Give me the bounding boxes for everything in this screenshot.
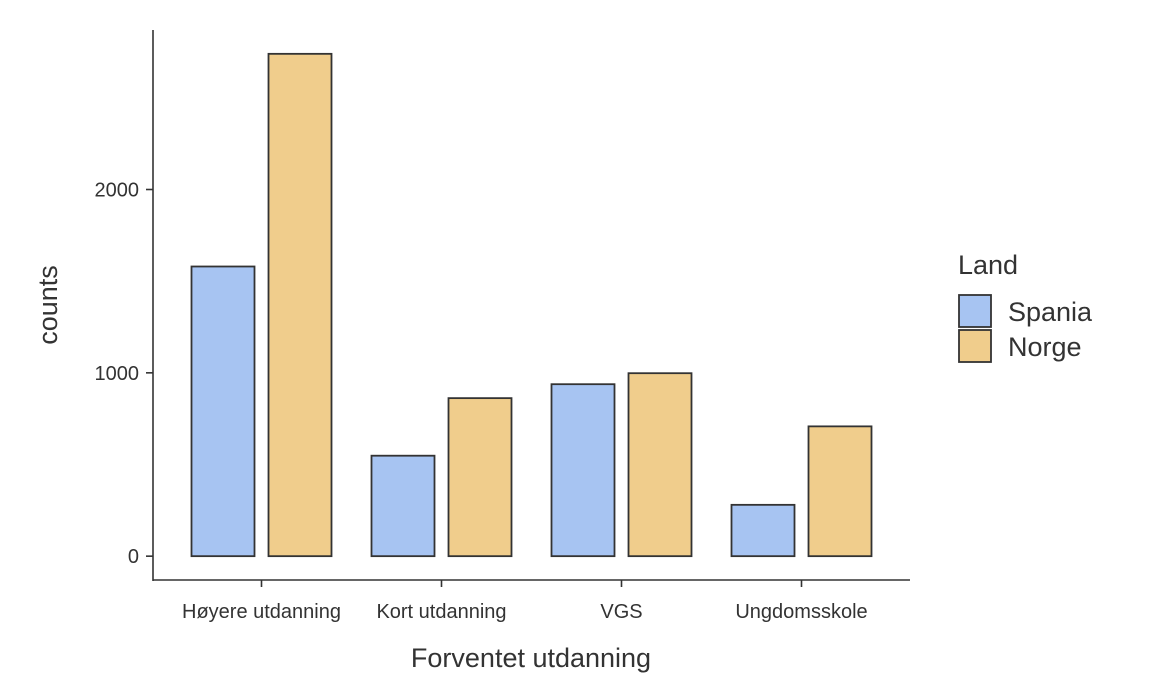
x-tick-label: Kort utdanning: [376, 601, 506, 623]
legend-key-norge: [958, 329, 992, 363]
x-axis-title: Forventet utdanning: [411, 643, 651, 673]
bar-norge-kort-utdanning: [447, 397, 513, 558]
x-tick-label: Ungdomsskole: [735, 601, 867, 623]
x-tick-label: Høyere utdanning: [182, 601, 341, 623]
bar-norge-hoyere-utdanning: [267, 52, 333, 558]
bar-spania-vgs: [550, 383, 616, 558]
x-ticks: Høyere utdanning Kort utdanning VGS Ungdoms…: [182, 580, 868, 623]
y-ticks: 0 1000 2000: [95, 180, 153, 568]
bar-norge-ungdomsskole: [807, 425, 873, 558]
legend: Land Spania Norge: [958, 250, 1093, 363]
legend-label-spania: Spania: [1008, 297, 1093, 327]
bar-spania-kort-utdanning: [370, 454, 436, 558]
y-axis-title: counts: [33, 265, 63, 345]
bars: [190, 52, 873, 558]
plot-area: 0 1000 2000 Høyere utdanning Kort utdanning…: [95, 30, 910, 623]
legend-label-norge: Norge: [1008, 332, 1082, 362]
y-tick-label: 0: [128, 546, 139, 568]
x-tick-label: VGS: [600, 601, 642, 623]
y-tick-label: 2000: [95, 180, 140, 202]
bar-spania-ungdomsskole: [730, 503, 796, 558]
bar-spania-hoyere-utdanning: [190, 265, 256, 558]
legend-key-spania: [958, 294, 992, 328]
bar-norge-vgs: [627, 372, 693, 558]
y-tick-label: 1000: [95, 363, 140, 385]
legend-items: Spania Norge: [958, 294, 1093, 363]
legend-title: Land: [958, 250, 1018, 280]
